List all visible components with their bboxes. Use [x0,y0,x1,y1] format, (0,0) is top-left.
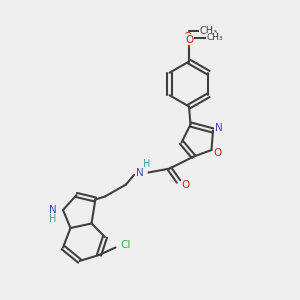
Text: O: O [213,148,222,158]
Text: CH₃: CH₃ [206,33,223,42]
Text: N: N [136,167,143,178]
Text: N: N [214,123,222,134]
Text: H: H [143,159,151,169]
Text: CH₃: CH₃ [200,26,217,36]
Text: O: O [185,34,193,45]
Text: Cl: Cl [121,239,131,250]
Text: O: O [183,32,192,43]
Text: H: H [49,214,56,224]
Text: O: O [182,179,190,190]
Text: N: N [49,205,56,215]
